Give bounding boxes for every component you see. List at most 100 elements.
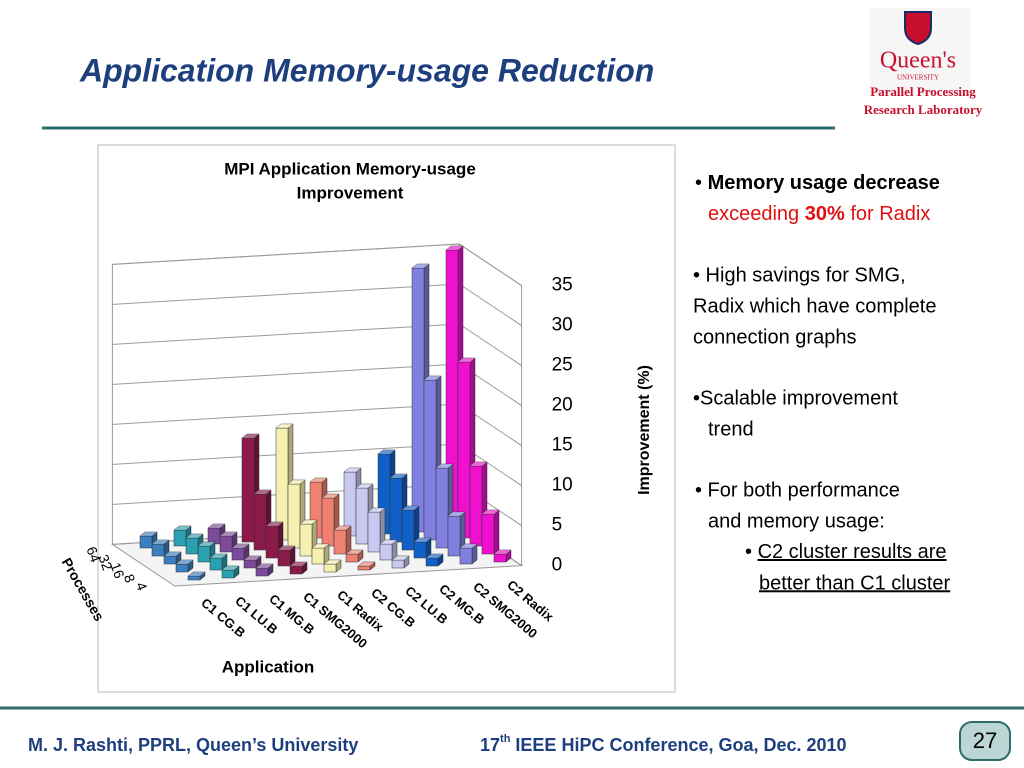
grid-line xyxy=(112,323,460,345)
bar-top xyxy=(175,559,194,565)
bar xyxy=(209,553,228,571)
bar-side-shade xyxy=(346,526,351,554)
bar xyxy=(175,559,194,573)
bar-top xyxy=(481,509,500,515)
bullet-bold: Memory usage decrease xyxy=(708,172,940,194)
bar-top xyxy=(411,263,430,269)
bar xyxy=(311,543,330,565)
bar-front xyxy=(289,565,303,575)
bar-top-shade xyxy=(300,520,317,524)
logo-name: Queen's xyxy=(880,48,956,74)
bar-top xyxy=(277,545,296,551)
bar-top xyxy=(423,375,442,381)
bar xyxy=(481,509,500,555)
bar-front xyxy=(185,537,199,555)
bar-top xyxy=(389,473,408,479)
bar-front xyxy=(367,511,381,553)
y-tick-label: 30 xyxy=(552,315,573,336)
bullet: • Memory usage decrease xyxy=(695,172,940,194)
bar-top xyxy=(209,553,228,559)
bar-top-shade xyxy=(424,376,441,380)
bar-top xyxy=(469,461,488,467)
bar-top xyxy=(289,561,308,567)
bar xyxy=(289,561,308,575)
bar-top-shade xyxy=(436,464,453,468)
y-tick-label: 35 xyxy=(552,275,573,296)
bar-top xyxy=(457,357,476,363)
bar-front xyxy=(311,547,325,565)
bar-top-shade xyxy=(266,522,283,526)
bar-front xyxy=(469,465,483,547)
bar-front xyxy=(413,541,427,559)
bar-top-shade xyxy=(368,508,385,512)
bar-front xyxy=(241,437,255,543)
bar-top-shade xyxy=(222,566,239,570)
bar-front xyxy=(243,559,257,569)
bar-top-shade xyxy=(290,562,307,566)
bar xyxy=(333,525,352,555)
bar-top xyxy=(275,423,294,429)
bar-top xyxy=(447,511,466,517)
y-tick-label: 5 xyxy=(552,515,563,536)
bar-top-shade xyxy=(380,540,397,544)
bar xyxy=(493,549,512,563)
chart: MPI Application Memory-usage Improvement A… xyxy=(59,159,654,676)
bar-top xyxy=(425,553,444,559)
bar-side-shade xyxy=(426,538,431,558)
bar-top-shade xyxy=(176,560,193,564)
page-number: 27 xyxy=(973,728,997,753)
bullet: connection graphs xyxy=(693,326,856,348)
bar xyxy=(265,521,284,559)
bar xyxy=(255,563,274,577)
bar-top xyxy=(185,533,204,539)
t: for Radix xyxy=(845,203,931,225)
bar-side-shade xyxy=(494,510,499,554)
bar-top xyxy=(459,543,478,549)
bar-front xyxy=(321,497,335,547)
bar-top-shade xyxy=(210,554,227,558)
bar-top-shade xyxy=(356,484,373,488)
bar-front xyxy=(391,559,405,569)
bar-top xyxy=(493,549,512,555)
bar-top xyxy=(253,489,272,495)
lab-name: Research Laboratory xyxy=(864,102,983,117)
x-axis-title: Application xyxy=(222,657,315,676)
bar-front xyxy=(221,569,235,579)
bar xyxy=(391,555,410,569)
bar-top xyxy=(345,549,364,555)
bar-front xyxy=(163,555,177,565)
bar-top-shade xyxy=(390,474,407,478)
bar-top-shade xyxy=(494,550,511,554)
y-tick-label: 15 xyxy=(552,435,573,456)
bullet: •Scalable improvement xyxy=(693,387,898,409)
bullets: • Memory usage decrease exceeding 30% fo… xyxy=(693,172,951,594)
bar xyxy=(425,553,444,567)
bar-front xyxy=(481,513,495,555)
t: 17 xyxy=(480,735,500,755)
bar-top-shade xyxy=(140,532,157,536)
bar-top xyxy=(139,531,158,537)
bar-top xyxy=(357,561,376,567)
bar-front xyxy=(209,557,223,571)
bar-top xyxy=(173,525,192,531)
grid-line xyxy=(458,323,522,367)
t: 30% xyxy=(805,203,845,225)
bar-front xyxy=(277,549,291,567)
bar xyxy=(459,543,478,565)
bar-top-shade xyxy=(458,358,475,362)
t: th xyxy=(500,733,511,745)
bar-top-shade xyxy=(244,556,261,560)
bar-top-shade xyxy=(310,478,327,482)
bar xyxy=(367,507,386,553)
bar-top xyxy=(255,563,274,569)
bar-front xyxy=(299,523,313,557)
bar-top xyxy=(377,449,396,455)
bar-front xyxy=(255,567,269,577)
bar-top xyxy=(299,519,318,525)
bar-top-shade xyxy=(232,544,249,548)
bar-top-shade xyxy=(334,526,351,530)
y-axis-title: Improvement (%) xyxy=(636,365,653,495)
bar-top-shade xyxy=(412,264,429,268)
bar-top xyxy=(445,245,464,251)
